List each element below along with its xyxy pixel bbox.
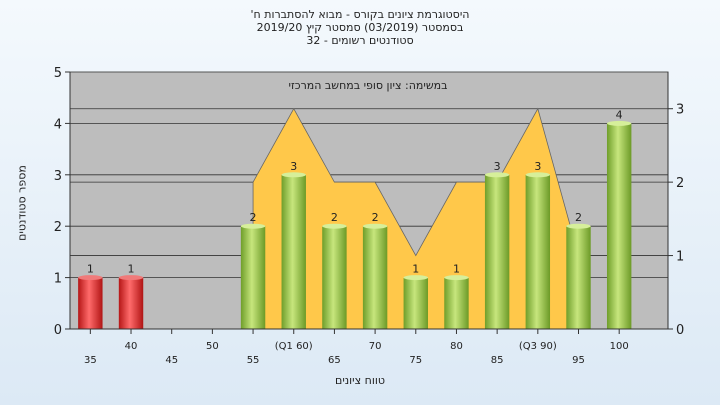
bar-cap-85 [484, 172, 510, 178]
bar-75 [403, 277, 428, 329]
x-tick-label-7: 70 [369, 341, 382, 352]
bar-cap-75 [403, 275, 428, 281]
bar-cap-40 [118, 275, 144, 281]
chart-title-line-1: היסטוגרמת ציונים בקורס - מבוא להסתברות ח… [250, 8, 470, 21]
bar-value-label-70: 2 [372, 211, 379, 224]
bar-value-label-65: 2 [331, 211, 338, 224]
bar-85 [484, 174, 510, 329]
bar-35 [78, 277, 103, 329]
x-tick-label-6: 65 [328, 355, 341, 366]
bar-cap-95 [566, 223, 591, 229]
x-tick-label-10: 85 [491, 355, 504, 366]
bar-value-label-85: 3 [494, 160, 501, 173]
bar-cap-65 [322, 223, 347, 229]
bar-cap-35 [78, 275, 103, 281]
bar-value-label-(Q1 60): 3 [290, 160, 297, 173]
bar-40 [118, 277, 144, 329]
bar-80 [444, 277, 469, 329]
chart-title-line-3: סטודנטים רשומים - 32 [306, 34, 414, 47]
bar-cap-(Q3 90) [525, 172, 551, 178]
x-tick-label-0: 35 [84, 355, 97, 366]
bar-cap-(Q1 60) [281, 172, 306, 178]
y-axis-label: מספר סטודנטים [15, 165, 29, 241]
y-tick-label-5: 5 [54, 66, 62, 81]
bar-55 [240, 226, 266, 329]
bar-100 [606, 123, 632, 330]
y-tick-label-3: 3 [54, 169, 62, 184]
bar-65 [322, 226, 347, 329]
bar-cap-55 [240, 223, 266, 229]
bar-value-label-95: 2 [575, 211, 582, 224]
y-tick-label-1: 1 [54, 272, 62, 287]
x-tick-label-1: 40 [125, 341, 138, 352]
x-tick-label-12: 95 [572, 355, 585, 366]
bar-95 [566, 226, 591, 329]
chart-annotation: במשימה: ציון סופי במחשב המרכזי [288, 79, 447, 92]
bar-value-labels: 1 1 2 3 2 2 1 1 3 3 2 4 [87, 108, 623, 275]
x-tick-label-8: 75 [409, 355, 422, 366]
x-tick-label-2: 45 [165, 355, 178, 366]
y2-tick-label-1: 1 [676, 250, 684, 265]
chart-title-line-2: בסמסטר (03/2019) סמסטר קיץ 2019/20 [256, 21, 464, 34]
bar-(Q3 90) [525, 174, 551, 329]
y2-tick-label-3: 3 [676, 103, 684, 118]
x-axis-label: טווח ציונים [335, 374, 385, 387]
x-tick-label-4: 55 [247, 355, 260, 366]
bar-value-label-80: 1 [453, 263, 460, 276]
bar-cap-100 [606, 120, 632, 126]
bar-cap-70 [362, 223, 388, 229]
bar-value-label-100: 4 [616, 108, 623, 121]
bar-cap-80 [444, 275, 469, 281]
x-tick-label-9: 80 [450, 341, 463, 352]
y2-tick-label-2: 2 [676, 176, 684, 191]
x-tick-label-11: (Q3 90) [519, 341, 557, 352]
bar-value-label-40: 1 [128, 263, 135, 276]
y2-tick-label-0: 0 [676, 323, 684, 338]
y-tick-label-0: 0 [54, 323, 62, 338]
x-tick-label-5: (Q1 60) [275, 341, 313, 352]
bars [78, 120, 632, 330]
chart-title: היסטוגרמת ציונים בקורס - מבוא להסתברות ח… [0, 8, 720, 47]
y-tick-label-4: 4 [54, 117, 62, 132]
bar-(Q1 60) [281, 174, 306, 329]
y-tick-label-2: 2 [54, 220, 62, 235]
bar-value-label-55: 2 [250, 211, 257, 224]
x-tick-label-13: 100 [610, 341, 629, 352]
x-tick-label-3: 50 [206, 341, 219, 352]
bar-value-label-75: 1 [412, 263, 419, 276]
bar-70 [362, 226, 388, 329]
bar-value-label-35: 1 [87, 263, 94, 276]
bar-value-label-(Q3 90): 3 [534, 160, 541, 173]
